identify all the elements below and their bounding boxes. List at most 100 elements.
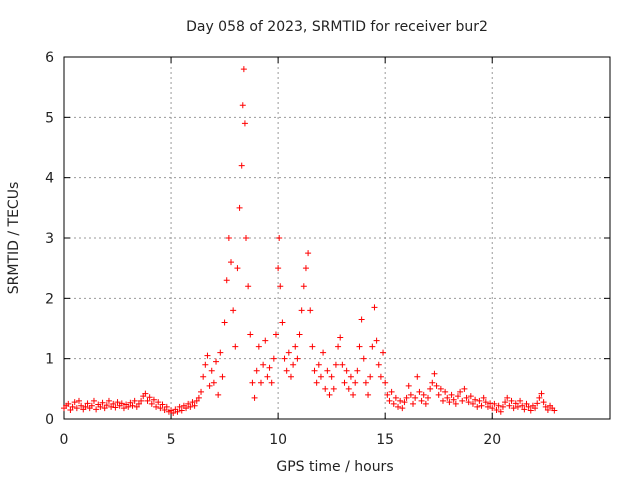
data-point xyxy=(480,394,487,401)
data-point xyxy=(322,385,329,392)
data-point xyxy=(350,391,357,398)
data-point xyxy=(277,283,284,290)
data-point xyxy=(403,394,410,401)
x-tick-label: 20 xyxy=(483,432,501,448)
data-point xyxy=(504,394,511,401)
data-point xyxy=(538,390,545,397)
data-point xyxy=(405,382,412,389)
axis-ticks: 0 1 2 3 4 5 6 0 5 10 15 20 xyxy=(45,50,610,448)
data-point xyxy=(230,307,237,314)
data-point xyxy=(208,367,215,374)
data-point xyxy=(337,334,344,341)
data-point xyxy=(439,397,446,404)
data-point xyxy=(296,331,303,338)
data-point xyxy=(264,373,271,380)
data-point xyxy=(161,406,168,413)
data-point xyxy=(213,358,220,365)
data-point xyxy=(499,403,506,410)
y-tick-label: 2 xyxy=(45,291,54,307)
data-point xyxy=(302,265,309,272)
data-point xyxy=(429,379,436,386)
data-point xyxy=(249,379,256,386)
data-point xyxy=(401,399,408,406)
data-point xyxy=(341,379,348,386)
data-point xyxy=(131,397,138,404)
data-point xyxy=(397,397,404,404)
data-point xyxy=(153,403,160,410)
data-point xyxy=(450,396,457,403)
data-point xyxy=(320,349,327,356)
data-point xyxy=(420,391,427,398)
data-point xyxy=(514,403,521,410)
data-point xyxy=(512,400,519,407)
data-point xyxy=(206,382,213,389)
data-point xyxy=(437,385,444,392)
data-point xyxy=(444,394,451,401)
data-point xyxy=(185,400,192,407)
data-point xyxy=(309,343,316,350)
data-point xyxy=(463,394,470,401)
data-point xyxy=(459,397,466,404)
data-point xyxy=(266,364,273,371)
data-point xyxy=(251,394,258,401)
data-point xyxy=(159,401,166,408)
data-point xyxy=(384,391,391,398)
data-point xyxy=(410,400,417,407)
data-point xyxy=(202,361,209,368)
data-point xyxy=(243,235,249,241)
data-point xyxy=(189,399,196,406)
data-point xyxy=(508,397,515,404)
data-point xyxy=(491,400,498,407)
data-point xyxy=(290,361,297,368)
data-point xyxy=(71,399,78,406)
data-point xyxy=(138,397,145,404)
data-point xyxy=(544,406,551,413)
data-point xyxy=(457,388,464,395)
data-point xyxy=(446,399,453,406)
data-point xyxy=(225,235,232,241)
data-point xyxy=(275,265,282,272)
data-point xyxy=(497,408,504,415)
data-point xyxy=(236,204,243,211)
data-point xyxy=(469,400,476,407)
data-point xyxy=(272,331,279,338)
data-point xyxy=(223,277,230,284)
data-point xyxy=(425,394,431,401)
data-point xyxy=(305,250,312,257)
data-point xyxy=(433,382,440,389)
data-point xyxy=(195,394,202,401)
grid-lines xyxy=(64,57,610,419)
data-point xyxy=(487,400,494,407)
data-point xyxy=(112,404,119,411)
data-point xyxy=(255,343,262,350)
data-point xyxy=(414,373,421,380)
x-tick-label: 0 xyxy=(60,432,69,448)
y-tick-label: 4 xyxy=(45,171,54,187)
data-point xyxy=(69,403,76,410)
data-point xyxy=(412,394,419,401)
data-point xyxy=(465,399,472,406)
data-point xyxy=(527,407,534,414)
data-point xyxy=(105,397,112,404)
data-point xyxy=(204,352,211,359)
data-point xyxy=(534,400,541,407)
data-point xyxy=(542,403,549,410)
data-point xyxy=(110,400,117,407)
data-point xyxy=(474,403,481,410)
data-point xyxy=(283,367,290,374)
data-point xyxy=(495,402,502,409)
data-point xyxy=(375,361,382,368)
data-point xyxy=(506,402,513,409)
data-point xyxy=(200,373,207,380)
data-point xyxy=(315,361,322,368)
y-tick-label: 5 xyxy=(45,110,54,126)
data-point xyxy=(399,405,406,412)
data-point xyxy=(461,385,468,392)
data-point xyxy=(416,388,423,395)
data-point xyxy=(285,349,292,356)
data-point xyxy=(360,355,367,362)
data-point xyxy=(386,397,393,404)
data-point xyxy=(217,349,224,356)
data-point xyxy=(551,407,558,414)
